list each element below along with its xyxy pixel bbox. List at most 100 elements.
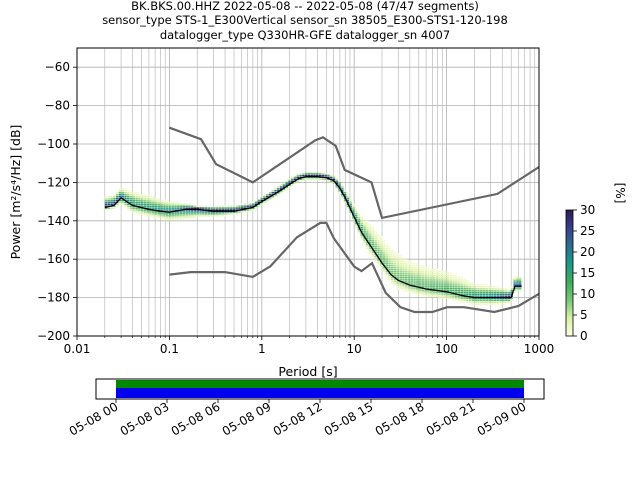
density-cell	[449, 297, 452, 300]
density-cell	[477, 284, 480, 286]
density-cell	[371, 245, 375, 248]
density-cell	[493, 291, 497, 294]
density-cell	[235, 213, 238, 215]
density-cell	[221, 211, 225, 213]
density-cell	[441, 282, 444, 284]
density-cell	[163, 216, 166, 219]
density-cell	[366, 232, 369, 234]
density-cell	[460, 288, 464, 290]
density-cell	[466, 291, 469, 294]
density-cell	[354, 211, 358, 213]
density-cell	[402, 268, 405, 271]
density-cell	[246, 203, 250, 206]
density-cell	[310, 174, 313, 177]
density-cell	[499, 293, 502, 296]
density-cell	[374, 255, 377, 257]
density-cell	[266, 199, 269, 202]
density-cell	[410, 276, 414, 278]
density-cell	[368, 230, 372, 232]
density-cell	[271, 197, 275, 200]
density-cell	[491, 299, 494, 302]
density-cell	[132, 201, 136, 204]
density-cell	[391, 268, 394, 271]
density-cell	[424, 268, 427, 271]
density-cell	[249, 203, 252, 206]
density-cell	[321, 178, 325, 181]
density-cell	[385, 253, 389, 255]
density-cell	[374, 240, 377, 242]
density-cell	[399, 259, 402, 261]
density-cell	[257, 201, 261, 204]
density-cell	[113, 195, 116, 198]
density-cell	[391, 255, 394, 257]
density-cell	[343, 192, 347, 194]
density-cell	[368, 226, 372, 229]
density-cell	[399, 284, 402, 286]
density-cell	[213, 209, 216, 211]
density-cell	[443, 274, 447, 277]
density-cell	[252, 201, 255, 204]
density-cell	[388, 253, 391, 255]
density-cell	[129, 201, 133, 204]
density-cell	[455, 284, 458, 286]
density-cell	[115, 195, 119, 198]
density-cell	[149, 207, 152, 209]
density-cell	[460, 284, 464, 286]
density-cell	[371, 232, 375, 234]
density-cell	[499, 297, 502, 300]
density-cell	[204, 205, 208, 207]
density-cell	[435, 276, 439, 278]
density-cell	[291, 176, 294, 179]
density-cell	[471, 282, 475, 284]
density-cell	[341, 188, 344, 190]
density-cell	[460, 301, 464, 303]
density-cell	[229, 205, 233, 207]
x-tick-label: 10	[347, 342, 362, 356]
density-cell	[190, 211, 194, 213]
density-cell	[421, 286, 425, 288]
density-cell	[196, 211, 200, 213]
density-cell	[174, 211, 177, 213]
density-cell	[113, 205, 116, 207]
density-cell	[391, 259, 394, 261]
density-cell	[371, 226, 375, 229]
density-cell	[432, 280, 436, 282]
density-cell	[179, 203, 183, 206]
density-cell	[457, 282, 461, 284]
density-cell	[418, 280, 422, 282]
density-cell	[218, 213, 222, 215]
density-cell	[382, 253, 386, 255]
density-cell	[446, 293, 450, 296]
density-cell	[188, 215, 191, 217]
density-cell	[477, 293, 480, 296]
density-cell	[457, 280, 461, 282]
density-cell	[493, 299, 497, 302]
density-cell	[352, 218, 355, 221]
density-cell	[185, 205, 188, 207]
density-cell	[396, 282, 400, 284]
density-cell	[188, 211, 191, 213]
density-cell	[113, 201, 116, 204]
density-cell	[379, 238, 383, 240]
density-cell	[160, 216, 163, 219]
density-cell	[402, 259, 405, 261]
density-cell	[329, 180, 333, 182]
density-cell	[363, 220, 366, 223]
density-cell	[165, 213, 169, 215]
y-tick-label: −80	[45, 99, 70, 113]
density-cell	[435, 286, 439, 288]
density-cell	[357, 228, 361, 230]
density-cell	[416, 284, 419, 286]
density-cell	[149, 215, 152, 217]
density-cell	[193, 211, 197, 213]
new-low-noise-model	[169, 221, 539, 314]
density-cell	[413, 264, 416, 267]
density-cell	[452, 282, 455, 284]
density-cell	[418, 289, 422, 292]
density-cell	[360, 234, 363, 236]
density-cell	[452, 289, 455, 292]
density-cell	[377, 251, 380, 254]
density-cell	[135, 192, 138, 194]
density-cell	[352, 203, 355, 206]
density-cell	[171, 209, 174, 211]
